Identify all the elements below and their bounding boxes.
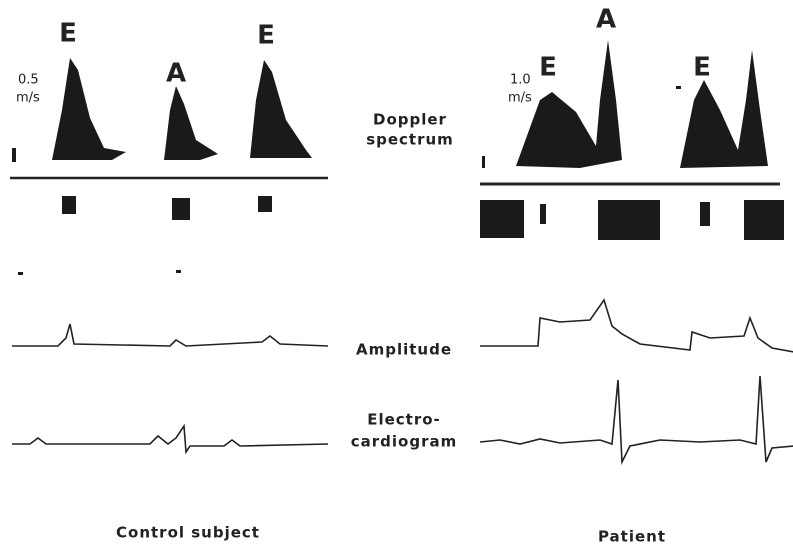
row-label: Electro- — [367, 411, 441, 429]
peak-label: A — [166, 59, 186, 89]
peak-label: E — [59, 19, 77, 49]
caption: Control subject — [116, 524, 260, 542]
caption: Patient — [598, 528, 666, 546]
scale-unit: m/s — [508, 91, 532, 106]
figure: E A E E A E 0.5 m/s 1.0 m/s Doppler spec… — [0, 0, 793, 548]
peak-label: A — [596, 5, 616, 35]
row-label: cardiogram — [351, 433, 457, 451]
row-label: Amplitude — [356, 341, 452, 359]
control-ecg — [12, 426, 328, 452]
row-label: Doppler — [373, 111, 447, 129]
patient-amplitude — [480, 300, 793, 352]
control-doppler — [10, 58, 328, 275]
patient-ecg — [480, 376, 793, 462]
peak-label: E — [539, 53, 557, 83]
row-label: spectrum — [366, 131, 454, 149]
peak-label: E — [693, 53, 711, 83]
scale-value: 1.0 — [510, 73, 531, 88]
peak-label: E — [257, 21, 275, 51]
scale-unit: m/s — [16, 91, 40, 106]
scale-value: 0.5 — [18, 73, 39, 88]
control-amplitude — [12, 324, 328, 346]
patient-doppler — [480, 40, 784, 240]
